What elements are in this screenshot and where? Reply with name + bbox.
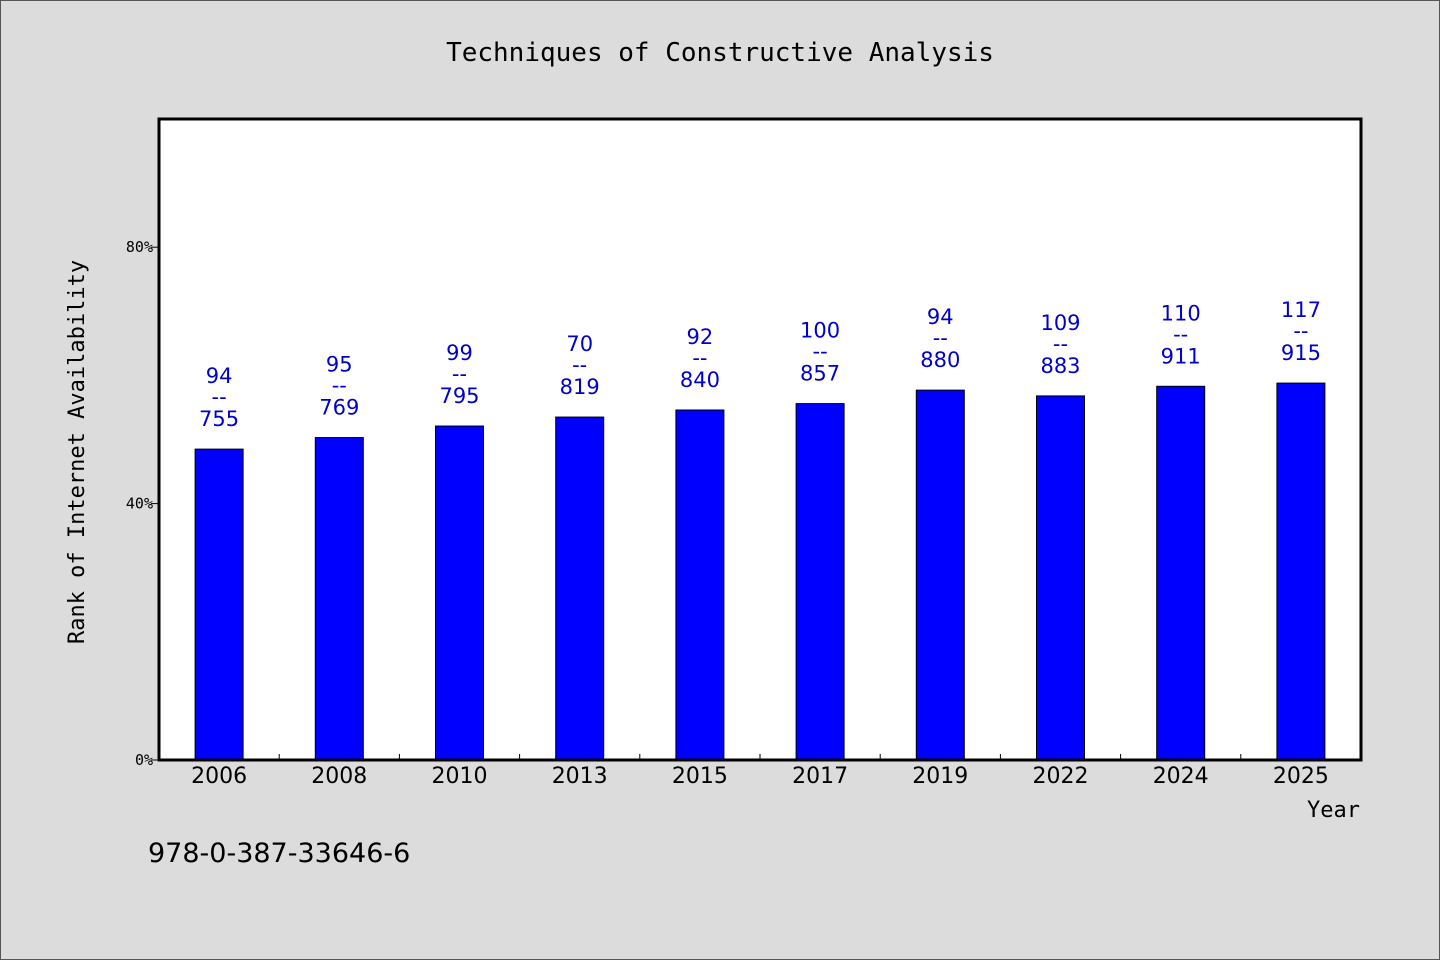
x-axis-label: Year bbox=[1307, 798, 1360, 823]
bar bbox=[1276, 382, 1326, 761]
bar-label-bottom: 880 bbox=[920, 348, 960, 372]
x-tick-label: 2008 bbox=[311, 764, 367, 789]
bar-label-top: 70 bbox=[566, 332, 593, 356]
x-tick-label: 2006 bbox=[191, 764, 247, 789]
isbn-footer: 978-0-387-33646-6 bbox=[148, 838, 410, 869]
bar-label-separator: -- bbox=[813, 340, 828, 364]
bar-label-bottom: 819 bbox=[560, 375, 600, 399]
chart-title: Techniques of Constructive Analysis bbox=[446, 38, 994, 68]
bar-label-separator: -- bbox=[933, 326, 948, 350]
bar-label-top: 95 bbox=[326, 353, 353, 377]
y-axis-label: Rank of Internet Availability bbox=[65, 260, 90, 644]
bar-label-separator: -- bbox=[452, 362, 467, 386]
bar bbox=[915, 389, 965, 761]
bar-label-top: 100 bbox=[800, 319, 840, 343]
bar bbox=[194, 448, 244, 761]
bar bbox=[435, 425, 484, 761]
bar-label-top: 110 bbox=[1161, 301, 1201, 325]
bar-label-top: 94 bbox=[927, 305, 954, 329]
x-tick-label: 2025 bbox=[1273, 764, 1329, 789]
x-tick-label: 2019 bbox=[912, 764, 968, 789]
bar-label-top: 109 bbox=[1040, 311, 1080, 335]
bar-label-bottom: 883 bbox=[1040, 354, 1080, 378]
bar-label-separator: -- bbox=[692, 346, 707, 370]
bar-label-bottom: 857 bbox=[800, 362, 840, 386]
bar bbox=[1036, 395, 1085, 761]
bar-label-top: 94 bbox=[206, 364, 233, 388]
x-tick-label: 2024 bbox=[1153, 764, 1209, 789]
bar-label-separator: -- bbox=[1053, 332, 1068, 356]
bar-label-separator: -- bbox=[1173, 322, 1188, 346]
bar-label-bottom: 755 bbox=[199, 407, 239, 431]
bar-label-separator: -- bbox=[332, 374, 347, 398]
bar bbox=[314, 437, 364, 761]
y-tick-label: 40% bbox=[126, 495, 153, 513]
bar-label-separator: -- bbox=[572, 353, 587, 377]
bar-label-bottom: 915 bbox=[1281, 341, 1321, 365]
bar-label-top: 92 bbox=[687, 325, 714, 349]
y-tick-label: 80% bbox=[126, 238, 153, 256]
bar bbox=[1156, 385, 1206, 761]
bar-label-top: 99 bbox=[446, 341, 473, 365]
x-tick-label: 2013 bbox=[552, 764, 608, 789]
x-tick-label: 2015 bbox=[672, 764, 728, 789]
x-tick-label: 2017 bbox=[792, 764, 848, 789]
bar bbox=[555, 416, 605, 761]
x-axis-ticks: 2006 2008 2010 2013 2015 2017 2019 2022 2024 2025 bbox=[191, 754, 1329, 789]
bar-label-bottom: 840 bbox=[680, 368, 720, 392]
y-tick-label: 0% bbox=[135, 751, 153, 769]
bar-label-bottom: 769 bbox=[319, 396, 359, 420]
bar-label-top: 117 bbox=[1281, 298, 1321, 322]
x-tick-label: 2010 bbox=[432, 764, 488, 789]
x-tick-label: 2022 bbox=[1033, 764, 1089, 789]
bar-labels-group: 94--75595--76999--79570--81992--840100--… bbox=[199, 298, 1321, 431]
bar-label-separator: -- bbox=[212, 385, 227, 409]
bar-label-separator: -- bbox=[1293, 319, 1308, 343]
bar-label-bottom: 911 bbox=[1161, 344, 1201, 368]
bars-group bbox=[194, 382, 1326, 761]
bar bbox=[675, 409, 725, 761]
bar-label-bottom: 795 bbox=[439, 384, 479, 408]
y-axis-ticks: 0% 40% 80% bbox=[126, 238, 159, 769]
bar bbox=[795, 403, 845, 761]
